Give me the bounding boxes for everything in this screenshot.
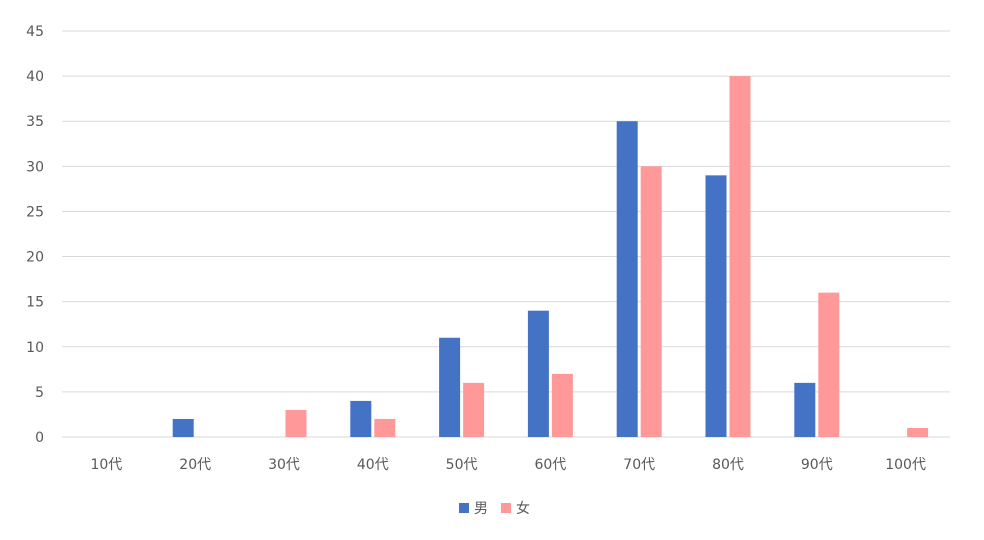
bar-female-7 bbox=[729, 76, 751, 437]
bar-male-7 bbox=[705, 175, 727, 437]
bar-female-6 bbox=[640, 166, 662, 438]
legend-label-male: 男 bbox=[474, 501, 488, 517]
x-tick-label: 10代 bbox=[90, 457, 122, 473]
bar-male-1 bbox=[172, 418, 194, 437]
y-tick-label: 15 bbox=[26, 295, 44, 311]
bar-female-5 bbox=[551, 373, 573, 437]
y-tick-label: 25 bbox=[26, 204, 44, 220]
bar-female-8 bbox=[818, 292, 840, 437]
x-tick-label: 50代 bbox=[446, 457, 478, 473]
bar-female-4 bbox=[463, 382, 485, 437]
bars bbox=[172, 76, 929, 438]
x-tick-label: 90代 bbox=[801, 457, 833, 473]
legend: 男女 bbox=[459, 500, 530, 517]
bar-female-9 bbox=[907, 427, 929, 437]
x-tick-label: 70代 bbox=[623, 457, 655, 473]
bar-male-5 bbox=[527, 310, 549, 437]
bar-female-3 bbox=[374, 418, 396, 437]
bar-male-3 bbox=[350, 400, 372, 437]
y-tick-label: 30 bbox=[26, 159, 44, 175]
y-tick-label: 20 bbox=[26, 250, 44, 266]
y-tick-label: 35 bbox=[26, 114, 44, 130]
y-tick-label: 45 bbox=[26, 24, 44, 40]
x-tick-label: 100代 bbox=[885, 457, 926, 473]
bar-female-2 bbox=[285, 409, 307, 437]
x-tick-label: 20代 bbox=[179, 457, 211, 473]
x-tick-label: 30代 bbox=[268, 457, 300, 473]
x-axis-ticks: 10代 20代 30代 40代 50代 60代 70代 80代 90代 100代 bbox=[90, 457, 925, 473]
gridlines bbox=[62, 30, 950, 438]
bar-male-8 bbox=[794, 382, 816, 437]
bar-male-6 bbox=[616, 121, 638, 437]
y-tick-label: 40 bbox=[26, 69, 44, 85]
y-tick-label: 10 bbox=[26, 340, 44, 356]
x-tick-label: 80代 bbox=[712, 457, 744, 473]
y-tick-label: 0 bbox=[35, 430, 44, 446]
legend-swatch-female bbox=[501, 503, 511, 513]
y-axis-ticks: 0 5 10 15 20 25 30 35 40 45 bbox=[26, 24, 44, 446]
legend-swatch-male bbox=[459, 503, 469, 513]
legend-label-female: 女 bbox=[516, 500, 530, 517]
bar-male-4 bbox=[439, 337, 461, 437]
x-tick-label: 60代 bbox=[534, 457, 566, 473]
y-tick-label: 5 bbox=[35, 385, 44, 401]
x-tick-label: 40代 bbox=[357, 457, 389, 473]
